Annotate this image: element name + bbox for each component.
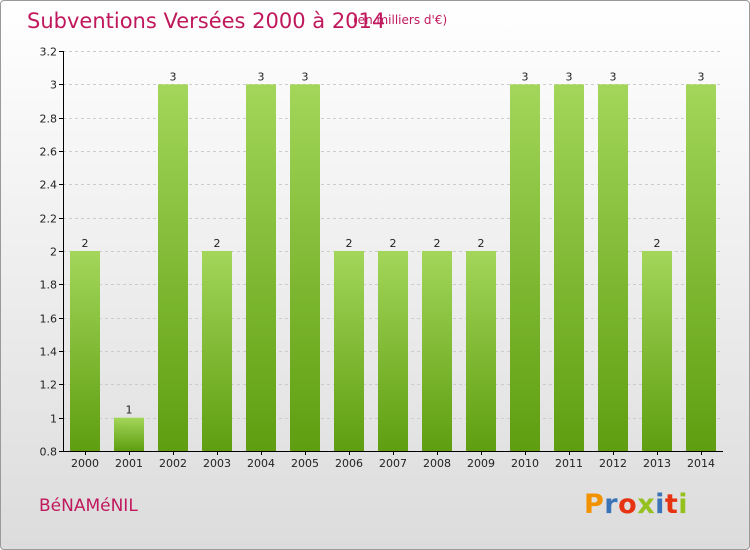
bar-2009 <box>466 251 496 451</box>
logo-letter: P <box>584 489 605 520</box>
x-tick-label: 2005 <box>291 457 319 470</box>
x-tick-label: 2013 <box>643 457 671 470</box>
y-tick-label: 2.8 <box>40 113 58 126</box>
logo-letter: o <box>618 489 638 520</box>
labels: 0.8 1 1.2 1.4 1.6 1.8 2 2.2 2.4 2.6 2.8 3 3.2 2 2000 1 2… <box>40 46 716 471</box>
x-tick-label: 2006 <box>335 457 363 470</box>
data-label: 2 <box>478 237 485 250</box>
data-label: 3 <box>170 70 177 83</box>
y-tick-label: 3 <box>50 79 57 92</box>
x-tick-label: 2002 <box>159 457 187 470</box>
x-tick-label: 2008 <box>423 457 451 470</box>
bar-2004 <box>246 84 276 451</box>
x-tick-label: 2000 <box>71 457 99 470</box>
y-tick-label: 2.4 <box>40 179 58 192</box>
bar-2003 <box>202 251 232 451</box>
data-label: 3 <box>302 70 309 83</box>
y-tick-label: 2 <box>50 246 57 259</box>
x-tick-label: 2010 <box>511 457 539 470</box>
bar-2012 <box>598 84 628 451</box>
data-label: 2 <box>434 237 441 250</box>
data-label: 3 <box>258 70 265 83</box>
bar-2013 <box>642 251 672 451</box>
y-tick-label: 3.2 <box>40 46 58 59</box>
data-label: 3 <box>610 70 617 83</box>
logo-letter: i <box>678 489 689 520</box>
y-tick-label: 1 <box>50 413 57 426</box>
y-tick-label: 1.6 <box>40 313 58 326</box>
bar-2014 <box>686 84 716 451</box>
logo-letter: i <box>655 489 665 520</box>
y-tick-label: 1.2 <box>40 379 58 392</box>
x-tick-label: 2001 <box>115 457 143 470</box>
bar-2008 <box>422 251 452 451</box>
y-tick-label: 2.2 <box>40 213 58 226</box>
logo-letter: x <box>637 489 656 520</box>
logo-letter: r <box>604 489 619 520</box>
y-tick-label: 2.6 <box>40 146 58 159</box>
data-label: 3 <box>698 70 705 83</box>
data-label: 2 <box>82 237 89 250</box>
y-tick-label: 0.8 <box>40 446 58 459</box>
x-tick-label: 2004 <box>247 457 275 470</box>
data-label: 2 <box>390 237 397 250</box>
bar-2002 <box>158 84 188 451</box>
data-label: 2 <box>214 237 221 250</box>
y-tick-label: 1.8 <box>40 279 58 292</box>
bar-2011 <box>554 84 584 451</box>
chart-subtitle: (en milliers d'€) <box>353 13 448 27</box>
data-label: 3 <box>566 70 573 83</box>
bar-2010 <box>510 84 540 451</box>
bar-2006 <box>334 251 364 451</box>
chart-title: Subventions Versées 2000 à 2014 <box>27 9 386 33</box>
data-label: 1 <box>126 404 133 417</box>
bar-2001 <box>114 417 144 451</box>
x-tick-label: 2011 <box>555 457 583 470</box>
x-tick-label: 2003 <box>203 457 231 470</box>
x-tick-label: 2012 <box>599 457 627 470</box>
x-tick-label: 2007 <box>379 457 407 470</box>
x-tick-label: 2014 <box>687 457 715 470</box>
data-label: 2 <box>346 237 353 250</box>
bar-2007 <box>378 251 408 451</box>
bar-2005 <box>290 84 320 451</box>
bars <box>70 84 716 451</box>
axes <box>59 51 723 455</box>
bar-2000 <box>70 251 100 451</box>
proxiti-logo: Proxiti <box>584 489 688 520</box>
x-tick-label: 2009 <box>467 457 495 470</box>
data-label: 3 <box>522 70 529 83</box>
y-tick-label: 1.4 <box>40 346 58 359</box>
commune-name: BéNAMéNIL <box>39 496 138 516</box>
logo-letter: t <box>664 489 679 520</box>
data-label: 2 <box>654 237 661 250</box>
